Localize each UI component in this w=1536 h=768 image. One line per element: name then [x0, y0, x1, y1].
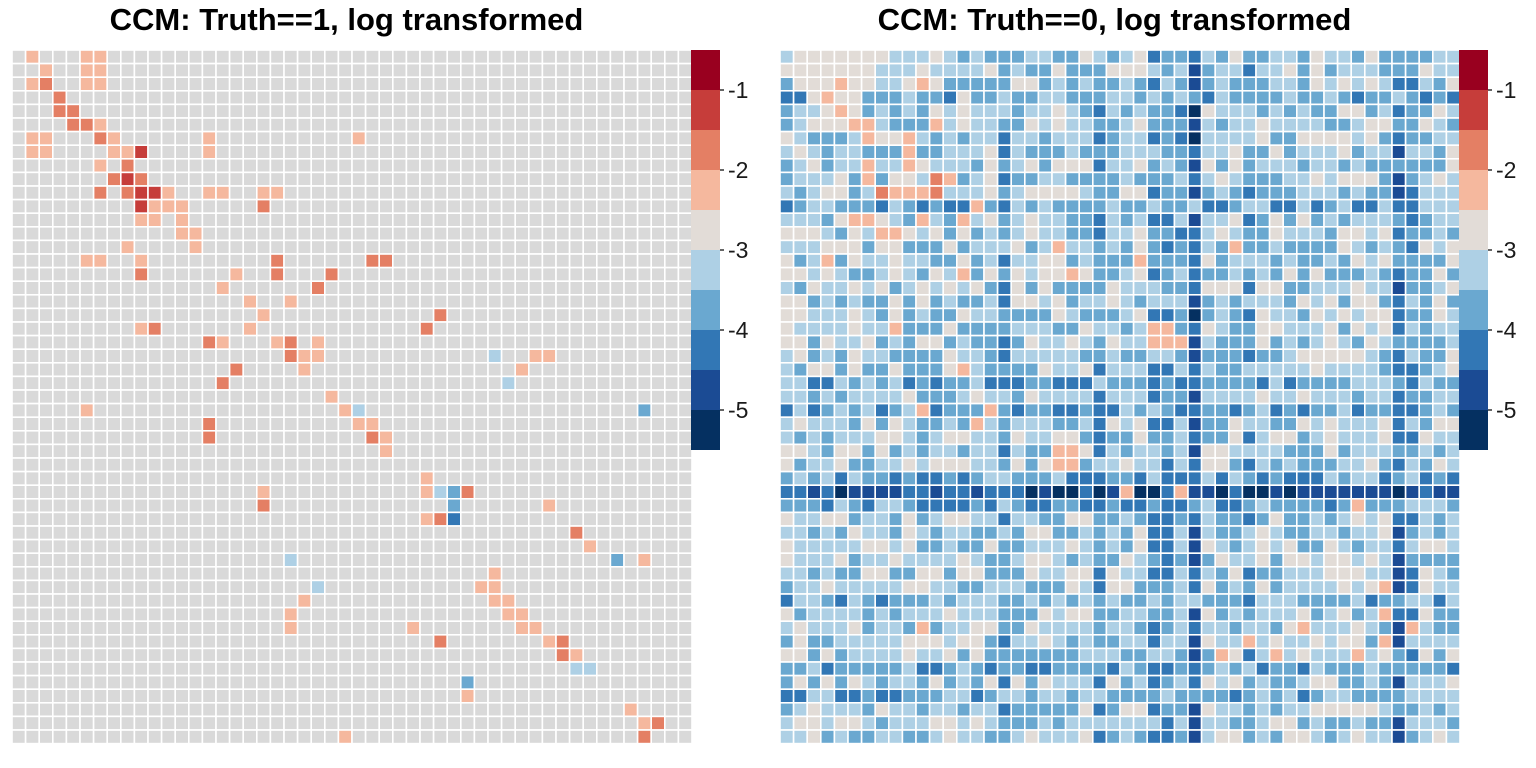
legend-tick-label: -4 — [728, 317, 749, 343]
legend-tick-label: -2 — [728, 157, 748, 183]
legend-swatch — [691, 250, 720, 290]
heatmap-panel-truth-0: CCM: Truth==0, log transformed -1 -2 -3 -4-… — [768, 0, 1536, 768]
legend-swatch — [691, 290, 720, 330]
legend-tick-label: -3 — [728, 237, 748, 263]
legend-tick-label: -1 — [728, 77, 748, 103]
legend-swatch — [691, 210, 720, 250]
legend-swatch — [691, 90, 720, 130]
heatmap-panel-truth-1: CCM: Truth==1, log transformed -1 -2 -3 -4-… — [11, 2, 749, 745]
chart-title: CCM: Truth==1, log transformed — [109, 2, 584, 37]
heatmap-grid — [11, 49, 693, 745]
legend-swatch — [691, 370, 720, 410]
color-legend: -1 -2 -3 -4 -5 — [691, 50, 749, 450]
legend-swatch — [691, 330, 720, 370]
legend-swatch — [691, 50, 720, 90]
legend-swatch — [691, 410, 720, 450]
legend-swatch — [691, 130, 720, 170]
legend-swatch — [691, 170, 720, 210]
legend-tick-label: -5 — [728, 397, 748, 423]
